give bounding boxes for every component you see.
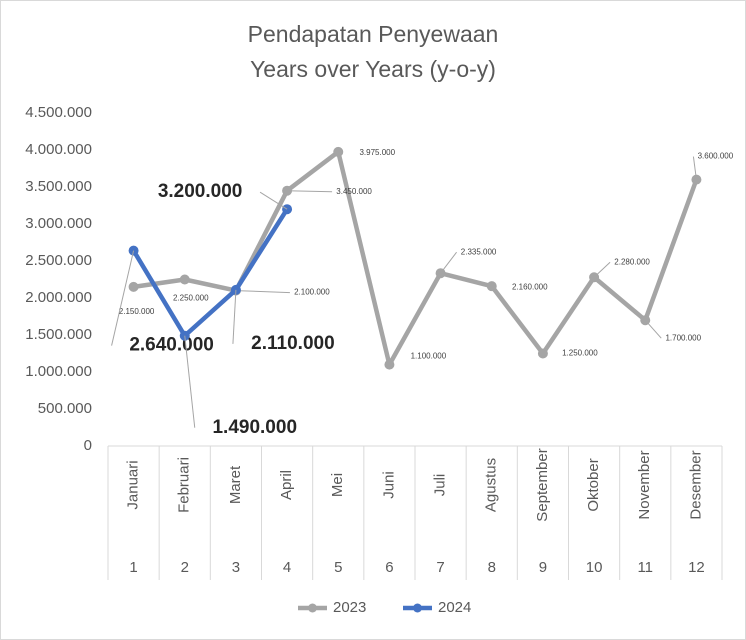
leader-line xyxy=(644,319,662,339)
x-tick-number: 7 xyxy=(436,559,444,576)
x-tick-label: September xyxy=(534,448,551,521)
x-tick-label: Juli xyxy=(432,474,449,497)
y-tick-label: 4.500.000 xyxy=(25,104,92,121)
x-tick-label: Juni xyxy=(380,471,397,499)
leader-line xyxy=(259,191,288,210)
leader-line xyxy=(232,289,237,344)
data-label: 1.490.000 xyxy=(212,417,297,438)
x-tick-number: 2 xyxy=(181,559,189,576)
x-tick-number: 4 xyxy=(283,559,291,576)
leader-line xyxy=(440,251,457,274)
data-label: 2.640.000 xyxy=(129,335,214,356)
data-label: 2.335.000 xyxy=(461,247,497,256)
data-label: 2.150.000 xyxy=(119,307,155,316)
x-tick-number: 6 xyxy=(385,559,393,576)
x-tick-label: Mei xyxy=(329,473,346,497)
chart-title: Pendapatan Penyewaan xyxy=(248,21,499,47)
leader-line xyxy=(287,190,333,193)
y-tick-label: 3.000.000 xyxy=(25,215,92,232)
leader-line xyxy=(184,335,196,428)
x-tick-label: Januari xyxy=(125,460,142,509)
x-tick-number: 8 xyxy=(488,559,496,576)
marker xyxy=(179,274,190,285)
marker xyxy=(128,281,139,292)
x-tick-number: 12 xyxy=(688,559,705,576)
line-2023 xyxy=(133,149,699,367)
chart-subtitle: Years over Years (y-o-y) xyxy=(250,56,496,82)
leader-line xyxy=(593,261,611,278)
data-label: 2.160.000 xyxy=(512,282,548,291)
line-2024 xyxy=(131,207,289,338)
x-tick-label: April xyxy=(278,470,295,500)
marker xyxy=(537,348,548,359)
data-label: 3.450.000 xyxy=(336,187,372,196)
x-tick-number: 1 xyxy=(129,559,137,576)
legend-label: 2023 xyxy=(333,599,366,616)
data-label: 1.700.000 xyxy=(665,333,701,342)
x-tick-number: 5 xyxy=(334,559,342,576)
data-label: 3.975.000 xyxy=(359,148,395,157)
x-tick-label: November xyxy=(636,450,653,519)
y-tick-label: 1.000.000 xyxy=(25,363,92,380)
y-tick-label: 4.000.000 xyxy=(25,141,92,158)
y-tick-label: 3.500.000 xyxy=(25,178,92,195)
x-tick-label: Oktober xyxy=(585,458,602,511)
marker xyxy=(333,146,344,157)
leader-line xyxy=(235,290,290,294)
y-tick-label: 2.000.000 xyxy=(25,289,92,306)
y-tick-label: 0 xyxy=(84,437,92,454)
legend-marker xyxy=(308,603,317,613)
data-label: 2.250.000 xyxy=(173,294,209,303)
data-label: 2.110.000 xyxy=(251,333,334,354)
marker xyxy=(486,281,497,292)
x-tick-number: 3 xyxy=(232,559,240,576)
marker xyxy=(384,359,395,370)
x-tick-label: Desember xyxy=(687,450,704,519)
data-label: 2.100.000 xyxy=(294,288,330,297)
y-tick-label: 2.500.000 xyxy=(25,252,92,269)
x-tick-label: Maret xyxy=(227,465,244,504)
x-tick-label: Februari xyxy=(176,457,193,513)
data-label: 3.200.000 xyxy=(158,181,243,202)
data-label: 1.250.000 xyxy=(562,349,598,358)
legend-marker xyxy=(413,603,422,613)
leader-line xyxy=(111,250,135,346)
data-label: 3.600.000 xyxy=(698,152,734,161)
x-tick-number: 10 xyxy=(586,559,603,576)
x-tick-label: Agustus xyxy=(483,458,500,512)
x-tick-number: 9 xyxy=(539,559,547,576)
data-label: 2.280.000 xyxy=(614,257,650,266)
legend-label: 2024 xyxy=(438,599,471,616)
y-tick-label: 500.000 xyxy=(38,400,92,417)
leader-line xyxy=(692,156,697,180)
data-label: 1.100.000 xyxy=(411,352,447,361)
x-tick-number: 11 xyxy=(637,559,653,576)
y-tick-label: 1.500.000 xyxy=(25,326,92,343)
